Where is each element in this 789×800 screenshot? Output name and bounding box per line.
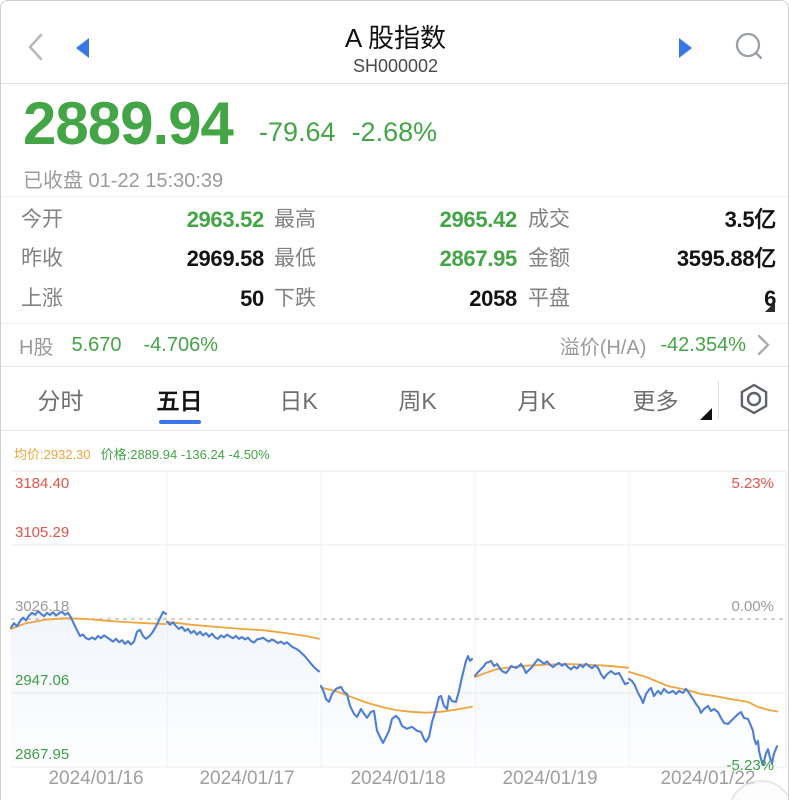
y-axis-label: 2947.06: [15, 671, 70, 689]
price-change: -79.64 -2.68%: [259, 117, 453, 148]
stat-label: 昨收: [21, 247, 63, 271]
chart-tabbar: 分时 五日 日K 周K 月K 更多: [1, 367, 715, 430]
stat-value: 2965.42: [439, 207, 518, 232]
tabbar-bottom-divider: [1, 430, 788, 431]
premium-label: 溢价(H/A): [559, 336, 647, 359]
chart-legend: 均价:2932.30 价格:2889.94 -136.24 -4.50%: [14, 444, 270, 463]
x-axis-label: 2024/01/18: [350, 768, 446, 789]
prev-stock-icon[interactable]: [73, 37, 91, 59]
tab-week-k[interactable]: 周K: [398, 387, 437, 414]
legend-avg: 均价:2932.30: [14, 447, 91, 462]
stat-value: 2963.52: [186, 207, 265, 232]
h-share-label: H股: [19, 336, 54, 359]
stats-expand-icon[interactable]: [765, 302, 775, 312]
y-axis-label: 5.23%: [731, 475, 774, 492]
stat-value: 6: [764, 285, 776, 311]
stat-label: 成交: [528, 208, 570, 231]
stat-value: 2058: [469, 285, 517, 311]
price-divider: [1, 196, 788, 197]
y-axis-label: 3026.18: [15, 598, 70, 615]
x-axis-label: 2024/01/16: [48, 768, 144, 789]
next-stock-icon[interactable]: [677, 37, 695, 59]
hshare-divider: [1, 366, 788, 367]
stat-label: 下跌: [274, 286, 316, 310]
five-day-chart[interactable]: [1, 441, 789, 800]
y-axis-label: 2867.95: [15, 745, 70, 763]
y-axis-label: 0.00%: [731, 598, 774, 615]
x-axis-label: 2024/01/19: [502, 768, 598, 789]
header-divider: [1, 83, 788, 84]
back-icon[interactable]: [25, 31, 47, 63]
x-axis-label: 2024/01/22: [660, 768, 756, 789]
market-status: 已收盘 01-22 15:30:39: [23, 170, 224, 192]
stat-value: 2867.95: [439, 246, 518, 272]
change-percent: -2.68%: [351, 117, 438, 147]
stat-value: 2969.58: [186, 246, 265, 272]
stats-divider: [1, 323, 788, 324]
stat-label: 平盘: [528, 286, 570, 310]
current-price: 2889.94: [23, 90, 234, 157]
stock-code: SH000002: [352, 56, 439, 76]
more-dropdown-icon[interactable]: [700, 408, 712, 420]
search-icon[interactable]: [734, 31, 766, 63]
active-tab-underline: [158, 420, 201, 424]
stat-label: 今开: [21, 208, 63, 231]
stat-label: 最低: [274, 247, 316, 271]
settings-icon[interactable]: [737, 382, 771, 416]
y-axis-label: 3184.40: [15, 475, 70, 492]
tab-month-k[interactable]: 月K: [517, 387, 556, 414]
tab-minute[interactable]: 分时: [37, 387, 84, 414]
chevron-right-icon: [757, 334, 770, 356]
page-title: A 股指数: [344, 23, 447, 53]
stat-label: 最高: [274, 208, 316, 231]
h-share-row[interactable]: H股 5.670 -4.706% 溢价(H/A) -42.354%: [1, 324, 788, 366]
h-share-price: 5.670: [71, 333, 122, 356]
tabbar-divider: [718, 381, 719, 419]
tab-more[interactable]: 更多: [632, 387, 679, 414]
y-axis-label: -5.23%: [726, 756, 774, 774]
y-axis-label: 3105.29: [15, 524, 70, 541]
tab-day-k[interactable]: 日K: [279, 387, 318, 414]
h-share-change: -4.706%: [143, 333, 219, 356]
x-axis-label: 2024/01/17: [199, 768, 295, 789]
legend-price: 价格:2889.94 -136.24 -4.50%: [100, 447, 270, 462]
stat-value: 50: [240, 285, 264, 311]
premium-value: -42.354%: [660, 333, 746, 356]
change-value: -79.64: [259, 117, 336, 147]
stat-label: 上涨: [21, 286, 63, 310]
tab-five-day[interactable]: 五日: [120, 367, 239, 430]
stat-value: 3.5亿: [724, 207, 777, 232]
stat-value: 3595.88亿: [676, 246, 776, 272]
stat-label: 金额: [528, 247, 570, 271]
